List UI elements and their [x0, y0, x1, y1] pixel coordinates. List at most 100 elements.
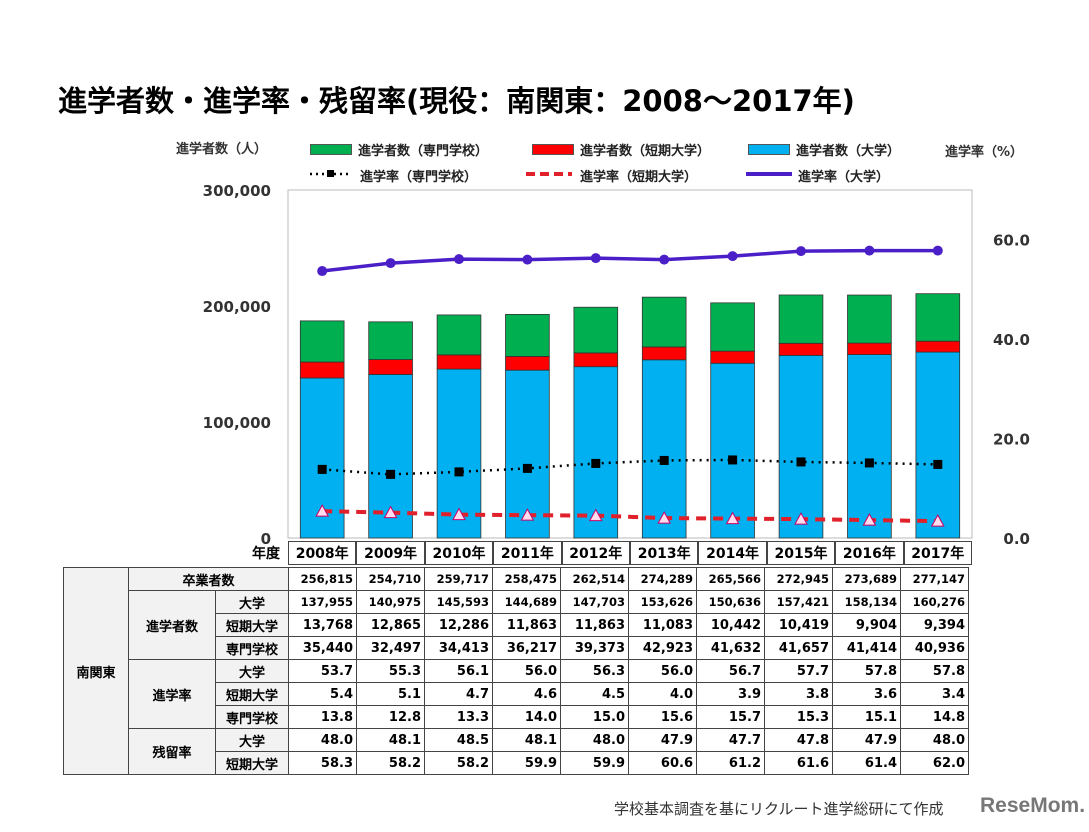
cell: 34,413	[424, 636, 493, 660]
cell: 56.0	[492, 659, 561, 683]
cell: 15.1	[832, 705, 901, 729]
cell: 47.9	[628, 728, 697, 752]
row-label: 短期大学	[215, 751, 289, 775]
cell: 144,689	[492, 590, 561, 614]
legend-item-daigaku-rate: 進学率（大学）	[798, 166, 889, 185]
cell: 258,475	[492, 567, 561, 591]
cell: 12.8	[356, 705, 425, 729]
cell: 32,497	[356, 636, 425, 660]
cell: 41,414	[832, 636, 901, 660]
legend-swatch	[748, 144, 790, 155]
bar-senmon	[505, 313, 550, 357]
year-header: 2011年	[493, 541, 562, 565]
chart-title: 進学者数・進学率・残留率(現役：南関東：2008～2017年)	[58, 84, 855, 118]
year-header: 2010年	[424, 541, 494, 565]
cell: 3.4	[900, 682, 969, 706]
cell: 11,083	[628, 613, 697, 637]
row-label: 大学	[215, 590, 289, 614]
year-header: 2008年	[288, 541, 357, 565]
bar-daigaku	[915, 351, 961, 539]
point-triangle	[862, 513, 877, 526]
cell: 10,419	[764, 613, 833, 637]
point-square	[386, 469, 396, 479]
legend-label: 進学者数（短期大学）	[580, 144, 711, 159]
cell: 4.7	[424, 682, 493, 706]
cell: 48.0	[560, 728, 629, 752]
line-senmon	[322, 458, 938, 476]
point-circle	[317, 266, 328, 277]
cell: 157,421	[764, 590, 833, 614]
year-header: 2017年	[903, 541, 972, 565]
cell: 57.8	[900, 659, 969, 683]
right-tick-label: 40.0	[993, 331, 1030, 349]
line-daigaku	[321, 248, 938, 273]
cell: 13.8	[288, 705, 357, 729]
point-triangle	[520, 508, 535, 521]
bar-tandai	[368, 359, 413, 375]
cell: 61.2	[696, 751, 765, 775]
legend-label: 進学者数（大学）	[796, 144, 901, 159]
cell: 254,710	[356, 567, 425, 591]
bar-tandai	[710, 350, 755, 364]
cell: 13,768	[288, 613, 357, 637]
bar-tandai	[573, 352, 619, 368]
cell: 12,865	[356, 613, 425, 637]
bar-tandai	[505, 355, 550, 371]
cell: 153,626	[628, 590, 697, 614]
point-triangle	[930, 514, 945, 527]
right-tick-label: 20.0	[993, 431, 1030, 449]
point-square	[317, 464, 327, 474]
cell: 61.6	[764, 751, 833, 775]
cell: 14.0	[492, 705, 561, 729]
cell: 58.2	[424, 751, 493, 775]
right-tick-label: 60.0	[993, 232, 1030, 250]
table-row: 南関東 卒業者数 256,815 254,710 259,717 258,475 262,5…	[63, 567, 969, 775]
cell: 256,815	[288, 567, 357, 591]
bar-senmon	[368, 321, 413, 360]
cell: 137,955	[288, 590, 357, 614]
cell: 55.3	[356, 659, 425, 683]
row-label: 短期大学	[215, 613, 289, 637]
bar-tandai	[436, 354, 482, 370]
cell: 48.0	[900, 728, 969, 752]
cell: 48.1	[356, 728, 425, 752]
cell: 48.5	[424, 728, 493, 752]
right-axis-label: 進学率（%）	[945, 145, 1024, 160]
cell: 15.6	[628, 705, 697, 729]
cell: 12,286	[424, 613, 493, 637]
cell: 42,923	[628, 636, 697, 660]
cell: 145,593	[424, 590, 493, 614]
cell: 56.0	[628, 659, 697, 683]
bar-tandai	[847, 342, 892, 355]
cell: 56.1	[424, 659, 493, 683]
cell: 9,904	[832, 613, 901, 637]
year-header: 2014年	[698, 541, 767, 565]
cell: 9,394	[900, 613, 969, 637]
point-circle	[659, 254, 670, 265]
point-triangle	[588, 508, 603, 522]
bar-senmon	[847, 294, 892, 344]
group-label: 進学率	[128, 659, 216, 729]
cell: 274,289	[628, 567, 697, 591]
cell: 56.3	[560, 659, 629, 683]
table-row: 専門学校 35,440 32,497 34,413 36,217 39,373 42,923…	[64, 636, 969, 660]
legend-swatch	[310, 144, 352, 155]
bar-senmon	[710, 302, 755, 352]
cell: 61.4	[832, 751, 901, 775]
line-tandai	[322, 509, 938, 524]
bar-tandai	[641, 346, 687, 361]
cell: 58.3	[288, 751, 357, 775]
right-tick-label: 0.0	[1003, 530, 1030, 548]
point-triangle	[794, 512, 808, 525]
point-triangle	[383, 505, 398, 519]
bar-senmon	[778, 294, 824, 344]
point-circle	[864, 245, 875, 256]
legend-item-senmon-rate: 進学率（専門学校）	[360, 166, 477, 185]
row-label: 大学	[215, 728, 289, 752]
row-label: 卒業者数	[128, 567, 289, 591]
point-square	[728, 455, 738, 465]
legend-swatch	[532, 144, 574, 155]
left-axis-label: 進学者数（人）	[176, 142, 268, 157]
cell: 48.0	[288, 728, 357, 752]
